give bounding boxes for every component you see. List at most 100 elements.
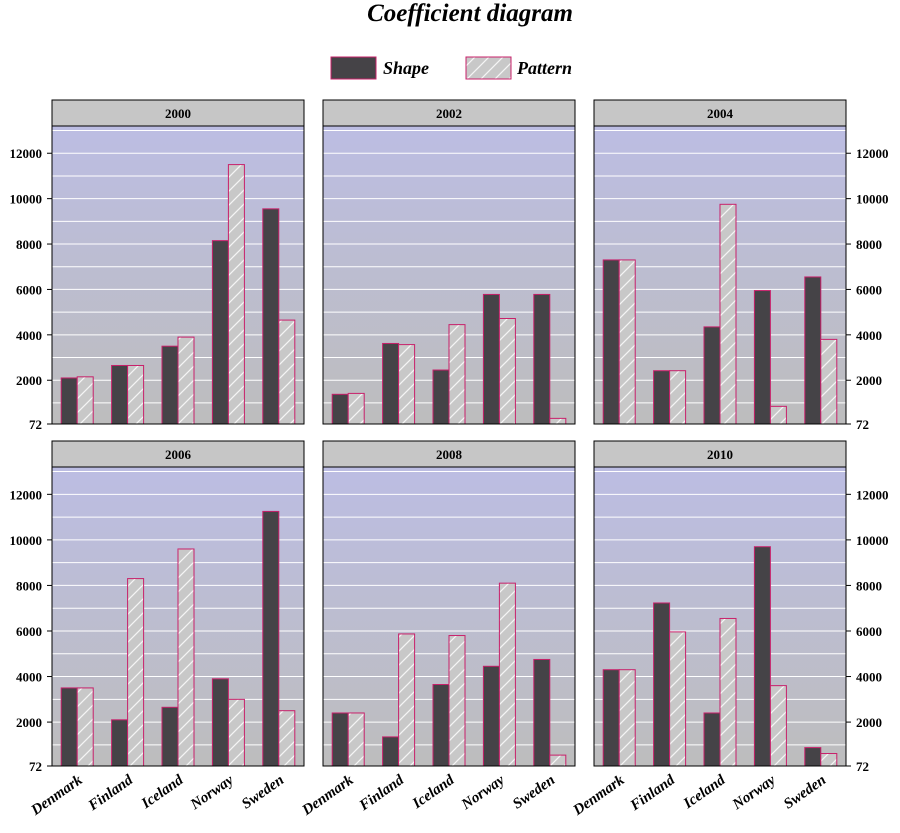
bar-shape-norway-2000 xyxy=(211,240,229,425)
bar-shape-norway-2006 xyxy=(211,678,229,767)
bar-shape-denmark-2004 xyxy=(602,259,620,425)
bar-shape-iceland-2010 xyxy=(703,712,721,767)
bar-shape-iceland-2008 xyxy=(432,684,450,767)
bar-shape-denmark-2008 xyxy=(331,712,349,767)
bar-pattern-finland-2006 xyxy=(127,578,145,767)
bar-pattern-iceland-2010 xyxy=(719,617,737,767)
category-label-iceland: Iceland xyxy=(138,772,187,813)
category-label-finland: Finland xyxy=(356,772,407,815)
y-tick-label: 2000 xyxy=(16,715,42,730)
bar-pattern-norway-2006 xyxy=(227,698,245,767)
legend-label-pattern: Pattern xyxy=(516,58,572,78)
y-tick-label: 10000 xyxy=(10,192,43,207)
category-label-iceland: Iceland xyxy=(409,772,458,813)
category-label-norway: Norway xyxy=(729,772,779,814)
bar-shape-finland-2000 xyxy=(111,364,129,425)
panel-header xyxy=(51,99,305,127)
bar-pattern-norway-2004 xyxy=(769,405,787,425)
bar-pattern-sweden-2000 xyxy=(278,319,296,425)
chart-title: Coefficient diagram xyxy=(367,0,573,27)
category-label-denmark: Denmark xyxy=(299,772,357,819)
y-tick-label: 2000 xyxy=(856,373,882,388)
bar-pattern-sweden-2004 xyxy=(820,338,838,425)
category-label-sweden: Sweden xyxy=(510,772,558,812)
category-label-sweden: Sweden xyxy=(781,772,829,812)
bar-shape-sweden-2006 xyxy=(262,510,280,767)
bar-pattern-norway-2002 xyxy=(498,317,516,425)
panel-title: 2004 xyxy=(707,106,734,121)
panel-header xyxy=(593,440,847,468)
bar-shape-norway-2002 xyxy=(482,293,500,425)
bar-pattern-iceland-2008 xyxy=(448,635,466,767)
bar-shape-norway-2008 xyxy=(482,665,500,767)
bar-pattern-norway-2008 xyxy=(498,582,516,767)
category-label-iceland: Iceland xyxy=(680,772,729,813)
bar-pattern-denmark-2008 xyxy=(347,712,365,767)
bar-shape-iceland-2000 xyxy=(161,345,179,425)
category-label-norway: Norway xyxy=(458,772,508,814)
category-label-denmark: Denmark xyxy=(28,772,86,819)
y-tick-label: 8000 xyxy=(856,578,882,593)
bar-pattern-finland-2000 xyxy=(127,364,145,425)
bar-shape-finland-2004 xyxy=(653,370,671,425)
bar-shape-iceland-2006 xyxy=(161,706,179,767)
y-tick-label: 8000 xyxy=(16,578,42,593)
bar-shape-iceland-2004 xyxy=(703,326,721,425)
bar-pattern-denmark-2000 xyxy=(76,376,94,425)
bar-pattern-sweden-2008 xyxy=(549,754,567,767)
y-tick-label: 6000 xyxy=(16,282,42,297)
y-tick-label: 10000 xyxy=(10,533,43,548)
bar-pattern-finland-2002 xyxy=(398,344,416,425)
category-label-denmark: Denmark xyxy=(570,772,628,819)
bar-pattern-iceland-2004 xyxy=(719,203,737,425)
legend-swatch-shape xyxy=(330,56,377,80)
panel-title: 2006 xyxy=(165,447,192,462)
bar-shape-finland-2008 xyxy=(382,736,400,767)
panel-title: 2010 xyxy=(707,447,733,462)
bar-shape-norway-2004 xyxy=(753,290,771,425)
panel-header xyxy=(593,99,847,127)
panel-title: 2008 xyxy=(436,447,463,462)
y-tick-label: 8000 xyxy=(16,237,42,252)
y-tick-label: 72 xyxy=(29,417,42,432)
bar-pattern-finland-2010 xyxy=(669,631,687,767)
y-tick-label: 72 xyxy=(856,759,869,774)
panel-2008: 2008 Denmark Finland Iceland Norway Sweden xyxy=(299,440,576,819)
y-tick-label: 4000 xyxy=(856,328,882,343)
bar-pattern-denmark-2004 xyxy=(618,259,636,425)
y-tick-label: 12000 xyxy=(856,146,889,161)
category-label-finland: Finland xyxy=(85,772,136,815)
panel-2004: 2004 72 2000 4000 6000 8000 10000 12000 xyxy=(593,99,889,432)
legend-label-shape: Shape xyxy=(383,58,429,78)
panel-header xyxy=(322,440,576,468)
bar-pattern-denmark-2010 xyxy=(618,669,636,767)
panel-2002: 2002 xyxy=(322,99,576,425)
bar-shape-sweden-2010 xyxy=(804,747,822,767)
legend-swatch-pattern xyxy=(465,56,512,80)
bar-pattern-sweden-2006 xyxy=(278,710,296,767)
panel-header xyxy=(322,99,576,127)
y-tick-label: 4000 xyxy=(16,328,42,343)
bar-pattern-norway-2000 xyxy=(227,164,245,425)
y-tick-label: 8000 xyxy=(856,237,882,252)
y-tick-label: 6000 xyxy=(856,624,882,639)
panel-title: 2002 xyxy=(436,106,462,121)
bar-shape-finland-2002 xyxy=(382,342,400,425)
bar-pattern-iceland-2002 xyxy=(448,324,466,425)
bar-shape-iceland-2002 xyxy=(432,369,450,425)
y-tick-label: 12000 xyxy=(856,487,889,502)
category-label-norway: Norway xyxy=(187,772,237,814)
y-tick-label: 10000 xyxy=(856,192,889,207)
bar-pattern-sweden-2010 xyxy=(820,753,838,767)
bar-shape-finland-2006 xyxy=(111,719,129,767)
bar-shape-sweden-2002 xyxy=(533,293,551,425)
bar-shape-denmark-2002 xyxy=(331,393,349,425)
bar-pattern-finland-2008 xyxy=(398,633,416,767)
y-tick-label: 2000 xyxy=(16,373,42,388)
legend: Shape Pattern xyxy=(330,56,572,80)
y-tick-label: 12000 xyxy=(10,487,43,502)
chart-panels: 2000 72 2000 4000 6000 8000 10000 12000 2002 2004… xyxy=(10,99,889,819)
bar-pattern-norway-2010 xyxy=(769,685,787,767)
bar-shape-finland-2010 xyxy=(653,602,671,767)
